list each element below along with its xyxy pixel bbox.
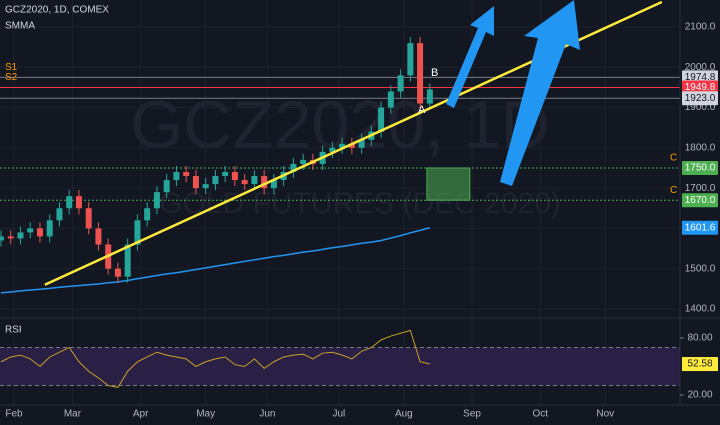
candle-body <box>75 196 82 209</box>
x-tick-label: Sep <box>463 409 481 420</box>
candle-body <box>17 232 24 239</box>
candle-body <box>36 228 43 237</box>
candle-body <box>46 220 53 237</box>
price-label-box <box>682 220 718 235</box>
x-tick-label: May <box>196 409 215 420</box>
candle-body <box>241 180 248 185</box>
level-name: C <box>670 153 677 164</box>
x-tick-label: Jun <box>259 409 275 420</box>
level-name: S2 <box>5 72 18 83</box>
x-tick-label: Apr <box>133 409 149 420</box>
x-tick-label: Mar <box>64 409 82 420</box>
level-name: S1 <box>5 62 18 73</box>
rsi-tick-label: 80.00 <box>687 333 712 344</box>
candle-body <box>144 208 151 221</box>
y-tick-label: 1500.0 <box>685 263 716 274</box>
candle-body <box>348 143 355 148</box>
candle-body <box>407 43 414 76</box>
rsi-tick-label: 20.00 <box>687 390 712 401</box>
candle-body <box>231 172 238 181</box>
candle-body <box>163 180 170 193</box>
indicator-name: SMMA <box>5 21 35 32</box>
price-label-box <box>682 80 718 95</box>
y-tick-label: 1800.0 <box>685 142 716 153</box>
y-tick-label: 2000.0 <box>685 62 716 73</box>
candle-body <box>85 208 92 229</box>
candle-body <box>183 172 190 177</box>
y-tick-label: 1400.0 <box>685 304 716 315</box>
candle-body <box>134 220 141 245</box>
candle-body <box>7 236 14 239</box>
x-tick-label: Nov <box>596 409 614 420</box>
candle-body <box>212 176 219 185</box>
arrow <box>500 0 580 186</box>
y-tick-label: 2100.0 <box>685 22 716 33</box>
candle-body <box>222 172 229 177</box>
price-label: 1601.6 <box>685 222 716 233</box>
candle-body <box>387 91 394 108</box>
candle-body <box>426 89 433 104</box>
candle-body <box>417 43 424 104</box>
zone-box <box>426 167 471 201</box>
candle-body <box>124 244 131 277</box>
candle-body <box>0 236 4 241</box>
price-label-box <box>682 91 718 106</box>
arrows <box>446 0 580 186</box>
candle-body <box>290 163 297 173</box>
candle-body <box>202 184 209 189</box>
candle-body <box>192 176 199 189</box>
x-tick-label: Aug <box>395 409 413 420</box>
rsi-label-box <box>682 357 718 372</box>
candle-body <box>358 139 365 148</box>
candle-body <box>56 208 63 221</box>
point-label: B <box>431 67 438 79</box>
candle-body <box>251 176 258 185</box>
price-label: 1750.0 <box>685 163 716 174</box>
rsi-band <box>0 347 680 386</box>
y-tick-label: 1700.0 <box>685 183 716 194</box>
x-tick-label: Feb <box>5 409 23 420</box>
rsi-line <box>0 329 430 388</box>
candle-body <box>114 268 121 277</box>
candle-body <box>153 192 160 209</box>
candle-body <box>261 176 268 189</box>
watermark-name: GOLD FUTURES (DEC 2020) <box>159 187 561 220</box>
candle-body <box>270 180 277 189</box>
smma-line <box>0 227 431 294</box>
price-label: 1949.8 <box>685 82 716 93</box>
price-label-box <box>682 160 718 175</box>
y-tick-label: 1900.0 <box>685 102 716 113</box>
candle-body <box>27 228 34 233</box>
point-label: A <box>418 104 426 116</box>
candle-body <box>300 159 307 164</box>
candle-body <box>173 172 180 181</box>
level-name: C <box>670 185 677 196</box>
candle-body <box>66 196 73 209</box>
rsi-label: 52.58 <box>687 359 712 370</box>
arrow <box>446 6 494 108</box>
candle-body <box>339 143 346 148</box>
x-tick-label: Oct <box>533 409 549 420</box>
price-label: 1974.8 <box>685 72 716 83</box>
candle-body <box>397 75 404 92</box>
x-tick-label: Jul <box>332 409 345 420</box>
rsi-name: RSI <box>5 325 22 336</box>
candle-body <box>95 228 102 245</box>
price-label: 1670.0 <box>685 195 716 206</box>
candle-body <box>378 107 385 132</box>
candle-body <box>329 147 336 152</box>
watermark: GCZ2020, 1D GOLD FUTURES (DEC 2020) <box>130 87 561 220</box>
symbol-title: GCZ2020, 1D, COMEX <box>5 5 109 16</box>
price-label: 1923.0 <box>685 93 716 104</box>
price-label-box <box>682 193 718 208</box>
